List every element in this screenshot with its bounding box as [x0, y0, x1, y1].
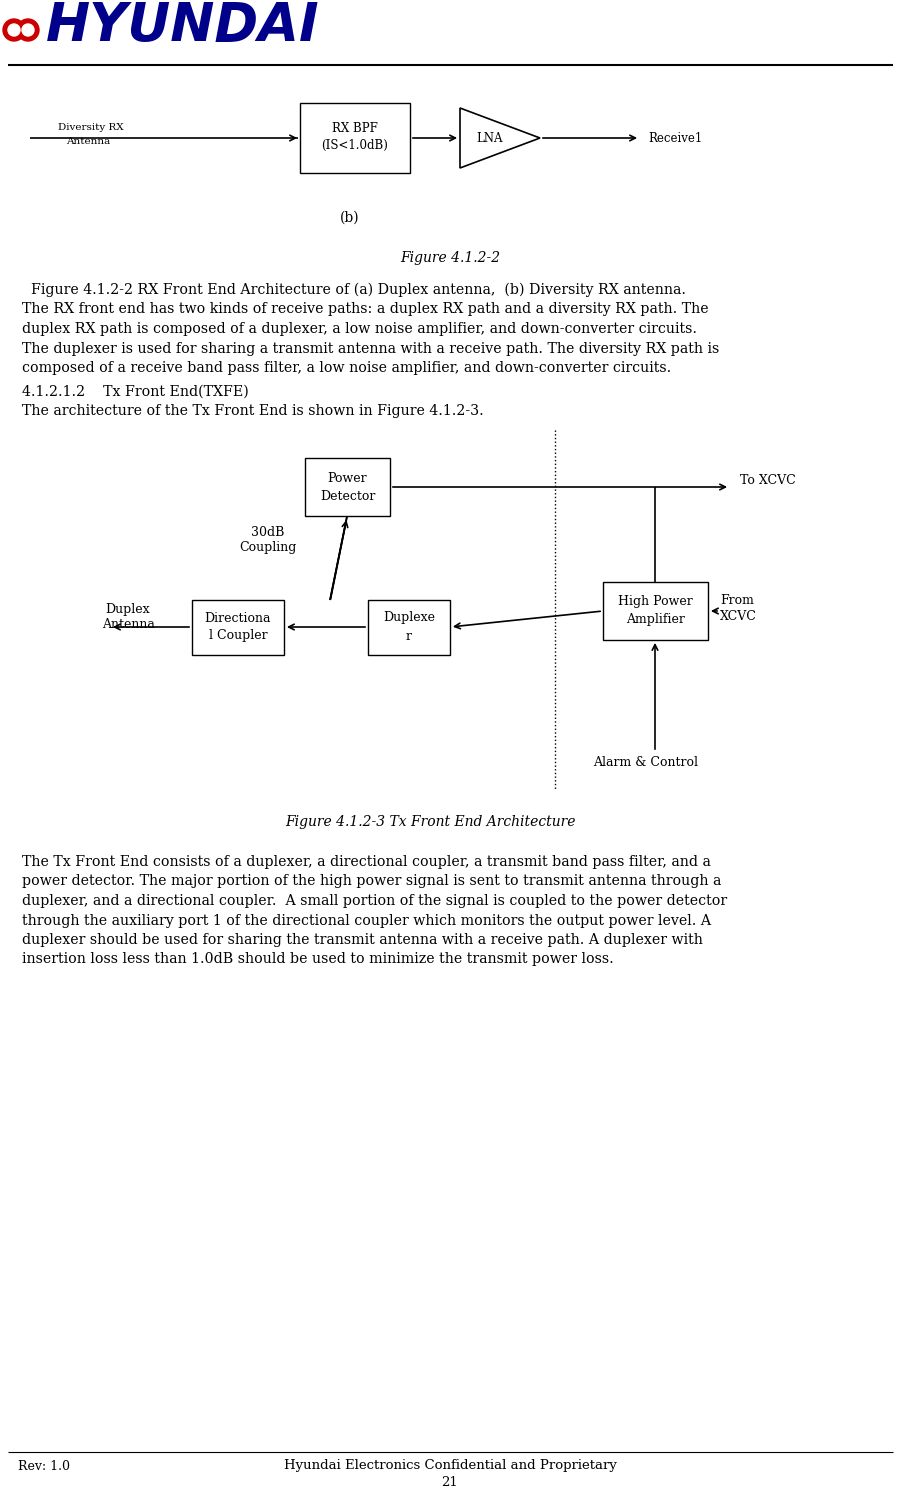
Text: From: From [720, 593, 754, 607]
Text: 21: 21 [441, 1476, 459, 1488]
Text: LNA: LNA [477, 131, 504, 145]
Text: XCVC: XCVC [720, 610, 757, 623]
Text: Antenna: Antenna [66, 137, 110, 146]
Text: High Power: High Power [618, 596, 693, 608]
Text: (IS<1.0dB): (IS<1.0dB) [322, 139, 388, 151]
Text: through the auxiliary port 1 of the directional coupler which monitors the outpu: through the auxiliary port 1 of the dire… [22, 913, 711, 928]
Bar [368, 601, 450, 654]
Text: r: r [406, 629, 412, 642]
Text: Figure 4.1.2-3 Tx Front End Architecture: Figure 4.1.2-3 Tx Front End Architecture [285, 816, 575, 829]
Text: duplex RX path is composed of a duplexer, a low noise amplifier, and down-conver: duplex RX path is composed of a duplexer… [22, 323, 697, 336]
Text: The RX front end has two kinds of receive paths: a duplex RX path and a diversit: The RX front end has two kinds of receiv… [22, 302, 708, 317]
Text: The architecture of the Tx Front End is shown in Figure 4.1.2-3.: The architecture of the Tx Front End is … [22, 403, 484, 418]
Text: Power: Power [328, 472, 368, 484]
Text: Detector: Detector [320, 490, 375, 502]
Text: Amplifier: Amplifier [626, 614, 685, 626]
Circle shape [22, 24, 34, 36]
Text: The Tx Front End consists of a duplexer, a directional coupler, a transmit band : The Tx Front End consists of a duplexer,… [22, 855, 711, 870]
Bar [305, 459, 390, 515]
Text: composed of a receive band pass filter, a low noise amplifier, and down-converte: composed of a receive band pass filter, … [22, 362, 671, 375]
Circle shape [3, 19, 25, 40]
Text: Diversity RX: Diversity RX [58, 124, 123, 133]
Text: duplexer should be used for sharing the transmit antenna with a receive path. A : duplexer should be used for sharing the … [22, 932, 703, 947]
Bar [192, 601, 284, 654]
Text: insertion loss less than 1.0dB should be used to minimize the transmit power los: insertion loss less than 1.0dB should be… [22, 953, 614, 967]
Text: Coupling: Coupling [240, 541, 296, 554]
Text: Rev: 1.0: Rev: 1.0 [18, 1460, 70, 1473]
Text: Figure 4.1.2-2: Figure 4.1.2-2 [400, 251, 500, 264]
Text: The duplexer is used for sharing a transmit antenna with a receive path. The div: The duplexer is used for sharing a trans… [22, 342, 719, 356]
Bar [300, 103, 410, 173]
Text: (b): (b) [341, 211, 359, 226]
Text: Antenna: Antenna [102, 619, 155, 632]
Text: Figure 4.1.2-2 RX Front End Architecture of (a) Duplex antenna,  (b) Diversity R: Figure 4.1.2-2 RX Front End Architecture… [22, 282, 686, 297]
Text: Duplexe: Duplexe [383, 611, 435, 624]
Text: Directiona: Directiona [205, 611, 271, 624]
Circle shape [17, 19, 39, 40]
Text: Receive1: Receive1 [648, 131, 702, 145]
Text: HYUNDAI: HYUNDAI [46, 0, 320, 52]
Text: duplexer, and a directional coupler.  A small portion of the signal is coupled t: duplexer, and a directional coupler. A s… [22, 893, 727, 908]
Text: 4.1.2.1.2    Tx Front End(TXFE): 4.1.2.1.2 Tx Front End(TXFE) [22, 384, 249, 399]
Text: To XCVC: To XCVC [740, 474, 796, 487]
Text: 30dB: 30dB [251, 526, 285, 538]
Bar [603, 583, 708, 639]
Text: Alarm & Control: Alarm & Control [593, 756, 698, 768]
Text: l Coupler: l Coupler [209, 629, 268, 642]
Text: RX BPF: RX BPF [332, 123, 378, 136]
Text: power detector. The major portion of the high power signal is sent to transmit a: power detector. The major portion of the… [22, 874, 722, 889]
Text: Duplex: Duplex [105, 604, 150, 617]
Text: Hyundai Electronics Confidential and Proprietary: Hyundai Electronics Confidential and Pro… [284, 1460, 616, 1473]
Circle shape [8, 24, 20, 36]
